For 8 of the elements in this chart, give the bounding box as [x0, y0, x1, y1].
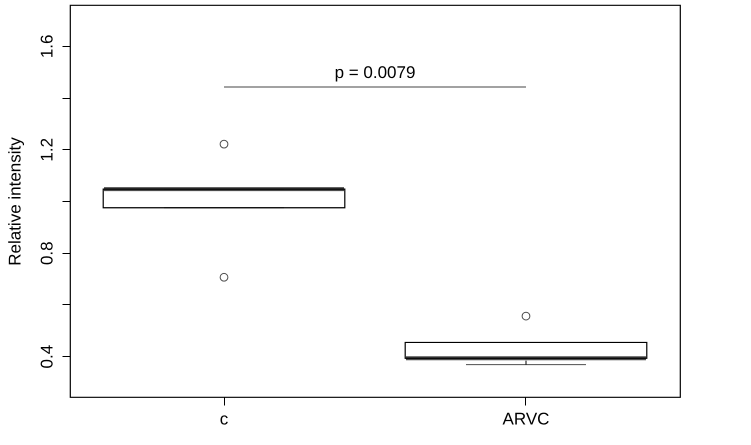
y-tick-label: 0.4 [38, 344, 56, 368]
y-tick-label: 0.8 [38, 241, 56, 266]
x-tick-label: ARVC [502, 410, 550, 428]
x-tick-label: c [220, 410, 229, 428]
y-tick-label: 1.2 [38, 138, 56, 162]
y-axis-title: Relative intensity [6, 136, 24, 266]
y-tick-label: 1.6 [38, 34, 56, 58]
annotation: p = 0.0079 [334, 63, 416, 82]
